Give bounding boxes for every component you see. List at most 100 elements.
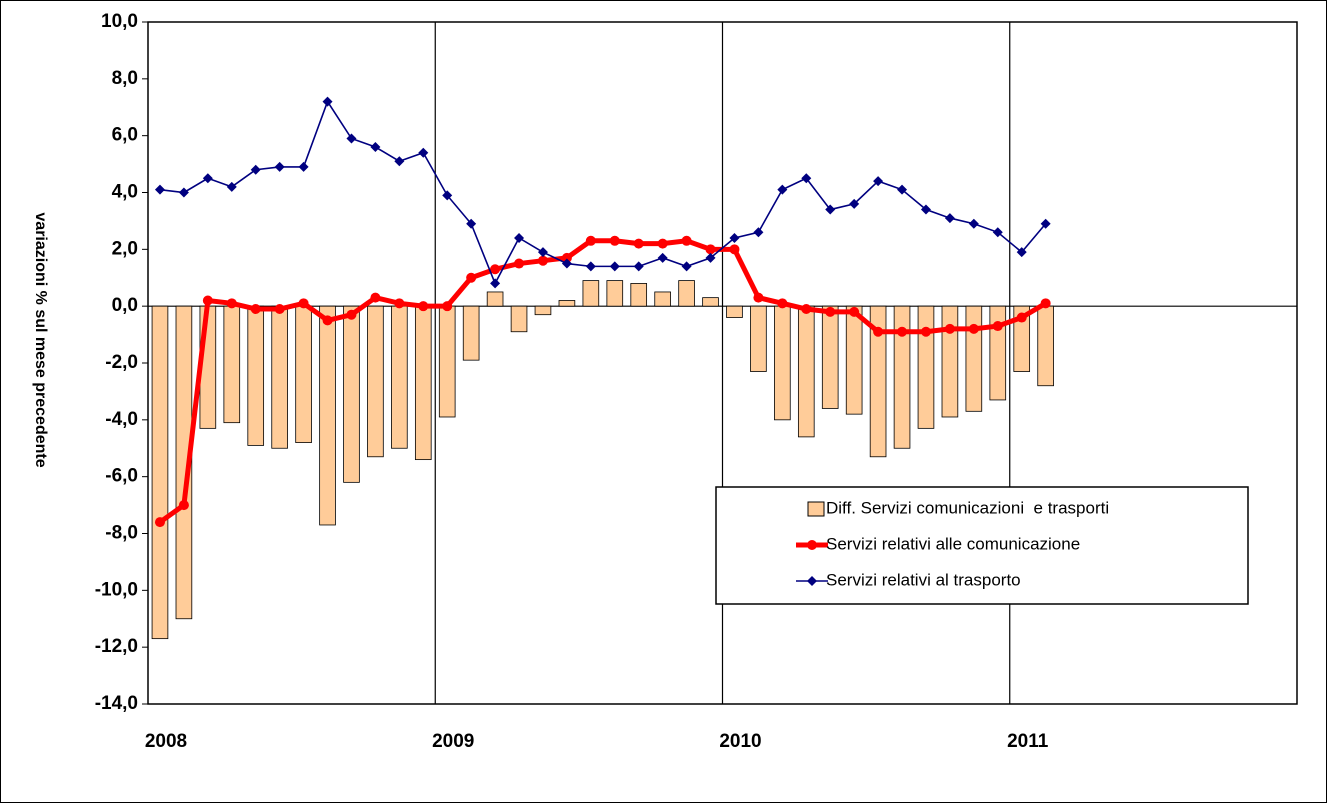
marker [657, 238, 668, 249]
x-tick-label: 2008 [145, 731, 187, 752]
marker [514, 258, 525, 269]
marker [370, 292, 381, 303]
y-axis-label: variazioni % sul mese precedente [32, 212, 49, 467]
marker [561, 252, 572, 263]
bar [295, 305, 312, 443]
marker [992, 227, 1003, 238]
marker [250, 304, 261, 315]
marker [442, 301, 453, 312]
marker [490, 264, 501, 275]
marker [944, 213, 955, 224]
legend-marker [807, 540, 817, 550]
marker [801, 304, 812, 315]
marker [825, 204, 836, 215]
bar [175, 305, 193, 620]
bar [1037, 305, 1054, 387]
marker [466, 218, 477, 229]
bar [869, 305, 887, 458]
bar [414, 305, 432, 461]
y-tick-label: -8,0 [105, 523, 138, 544]
marker [681, 235, 692, 246]
y-tick-label: -14,0 [95, 693, 138, 714]
y-tick-label: -2,0 [105, 352, 138, 373]
marker [849, 306, 860, 317]
marker [633, 238, 644, 249]
bar [391, 305, 408, 449]
bar [606, 280, 624, 307]
marker [274, 161, 285, 172]
marker [992, 321, 1003, 332]
marker [561, 258, 572, 269]
bar [558, 300, 576, 307]
bar [774, 305, 791, 421]
marker [154, 517, 165, 528]
marker [968, 218, 979, 229]
marker [968, 323, 979, 334]
marker [873, 326, 884, 337]
bar [151, 305, 169, 640]
marker [418, 147, 429, 158]
marker [154, 184, 165, 195]
bar [917, 305, 935, 429]
y-tick-label: -10,0 [95, 579, 138, 600]
marker [897, 326, 908, 337]
marker [298, 161, 309, 172]
legend-swatch [807, 501, 825, 517]
marker [202, 173, 213, 184]
bar [821, 305, 839, 409]
marker [322, 315, 333, 326]
marker [226, 298, 237, 309]
bar [1013, 305, 1031, 372]
bar [319, 305, 336, 526]
bar [702, 297, 719, 307]
marker [657, 252, 668, 263]
marker [729, 244, 740, 255]
marker [298, 298, 309, 309]
legend-label: Servizi relativi alle comunicazione [826, 534, 1080, 553]
bar [654, 291, 671, 307]
bar [726, 305, 743, 318]
marker [537, 255, 548, 266]
legend-label: Diff. Servizi comunicazioni e trasporti [826, 498, 1109, 517]
marker [418, 301, 429, 312]
marker [274, 304, 285, 315]
marker [777, 298, 788, 309]
legend-marker [807, 576, 817, 586]
line [159, 99, 1047, 286]
marker [514, 232, 525, 243]
bar [486, 291, 504, 307]
legend: Diff. Servizi comunicazioni e trasporti S… [715, 486, 1249, 605]
bar [965, 305, 983, 412]
bar [893, 305, 911, 449]
bar [510, 305, 528, 333]
bar [271, 305, 288, 449]
bar [534, 305, 552, 316]
y-tick-label: -12,0 [95, 636, 138, 657]
marker [466, 272, 477, 283]
marker [753, 227, 764, 238]
y-tick-label: 10,0 [101, 11, 138, 32]
y-tick-label: -4,0 [105, 409, 138, 430]
marker [825, 306, 836, 317]
marker [585, 261, 596, 272]
marker [920, 204, 931, 215]
bar [845, 305, 863, 415]
marker [801, 173, 812, 184]
marker [1040, 298, 1051, 309]
marker [442, 190, 453, 201]
bar [941, 305, 959, 418]
marker [777, 184, 788, 195]
bar [247, 305, 265, 446]
bar [462, 305, 480, 361]
marker [585, 235, 596, 246]
marker [1040, 218, 1051, 229]
marker [729, 232, 740, 243]
bar [989, 305, 1007, 401]
marker [609, 235, 620, 246]
y-tick-label: 6,0 [112, 125, 138, 146]
marker [346, 309, 357, 320]
marker [633, 261, 644, 272]
marker [394, 156, 405, 167]
marker [537, 247, 548, 258]
